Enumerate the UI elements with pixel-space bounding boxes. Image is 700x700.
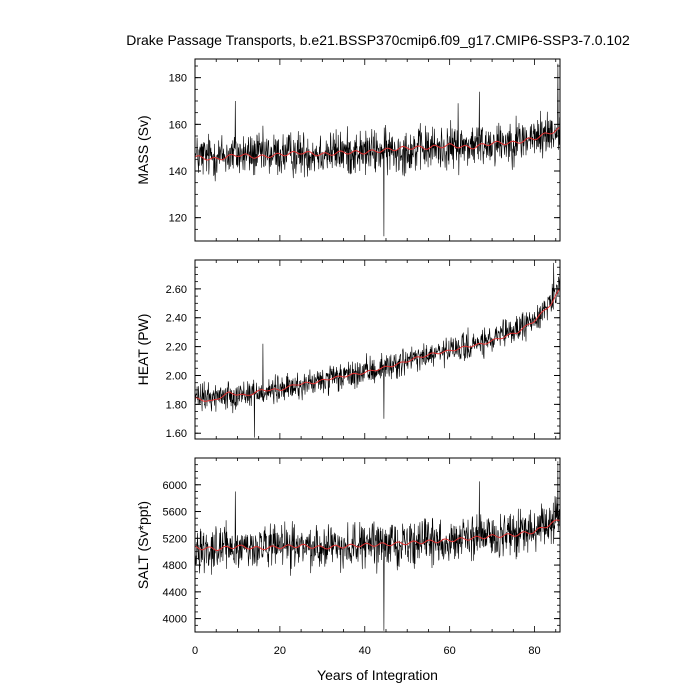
salt-xtick-label: 80 <box>528 645 540 657</box>
mass-ytick-label: 120 <box>169 213 187 225</box>
heat-ytick-label: 2.40 <box>166 313 187 325</box>
salt-raw-series <box>195 461 560 631</box>
salt-ytick-label: 4400 <box>163 587 187 599</box>
heat-ytick-label: 1.80 <box>166 399 187 411</box>
heat-smoothed-series <box>195 288 560 402</box>
mass-frame <box>194 58 561 242</box>
mass-smoothed-series <box>195 126 560 161</box>
heat-panel: 1.60 1.80 2.00 2.20 2.40 2.60 HEAT (PW) <box>135 259 561 440</box>
heat-ytick-label: 2.20 <box>166 342 187 354</box>
salt-xtick-label: 60 <box>444 645 456 657</box>
salt-xtick-label: 40 <box>359 645 371 657</box>
salt-xtick-label: 0 <box>192 645 198 657</box>
chart-title: Drake Passage Transports, b.e21.BSSP370c… <box>126 32 630 48</box>
salt-xtick-label: 20 <box>274 645 286 657</box>
mass-ytick-label: 180 <box>169 73 187 85</box>
mass-ytick-label: 160 <box>169 119 187 131</box>
salt-smoothed-series <box>195 519 560 552</box>
heat-ytick-label: 2.60 <box>166 284 187 296</box>
mass-ylabel: MASS (Sv) <box>135 115 151 184</box>
mass-raw-series <box>195 63 560 237</box>
heat-raw-series <box>195 262 560 438</box>
salt-ytick-label: 4800 <box>163 560 187 572</box>
salt-panel: 4000 4400 4800 5200 5600 6000 0 20 40 60 80 SALT (S… <box>135 457 561 683</box>
xaxis-title: Years of Integration <box>317 667 438 683</box>
salt-ytick-label: 4000 <box>163 614 187 626</box>
heat-frame <box>194 259 561 440</box>
salt-ytick-label: 5600 <box>163 507 187 519</box>
mass-panel: 120 140 160 180 MASS (Sv) <box>135 58 561 242</box>
heat-ylabel: HEAT (PW) <box>135 314 151 386</box>
mass-ytick-label: 140 <box>169 166 187 178</box>
salt-ytick-label: 5200 <box>163 533 187 545</box>
salt-ylabel: SALT (Sv*ppt) <box>135 501 151 589</box>
heat-ytick-label: 2.00 <box>166 370 187 382</box>
salt-ytick-label: 6000 <box>163 480 187 492</box>
heat-ytick-label: 1.60 <box>166 428 187 440</box>
